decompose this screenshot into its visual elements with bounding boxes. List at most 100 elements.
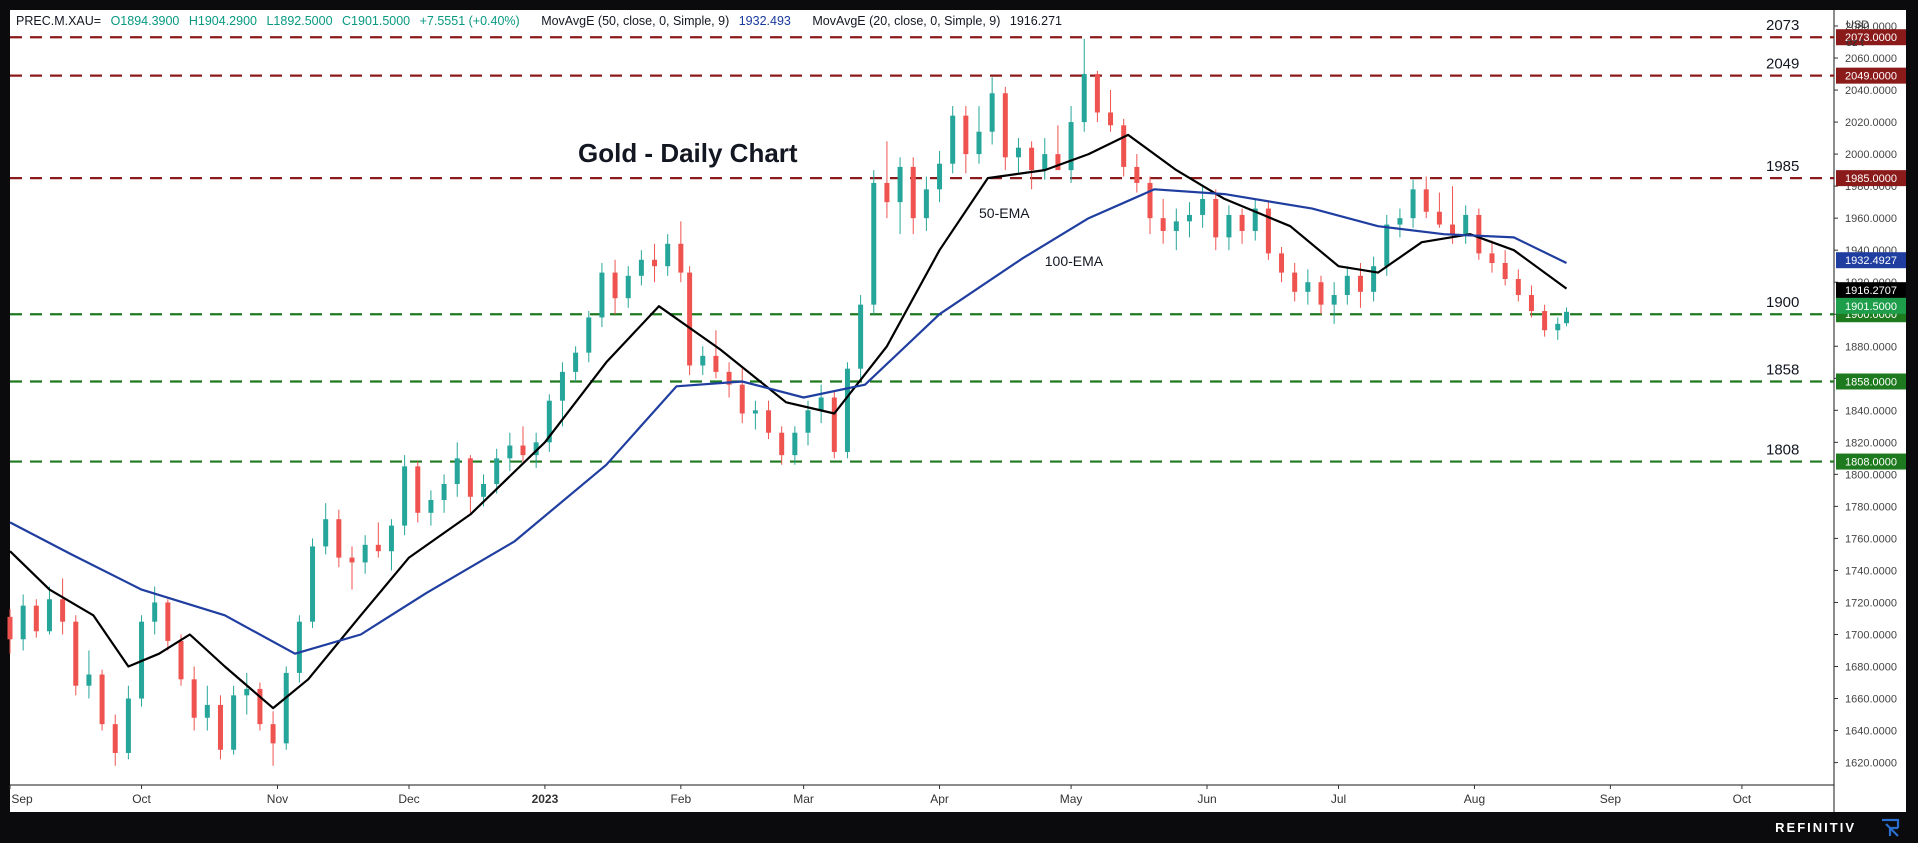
price-tags: 2073.00002049.00001985.00001900.00001858… [1836, 29, 1906, 470]
candle-body [1134, 166, 1140, 183]
candle-body [1292, 272, 1298, 292]
candle-body [99, 674, 105, 725]
candle-body [204, 704, 210, 718]
level-label-2049: 2049 [1766, 56, 1799, 73]
candle-body [858, 304, 864, 369]
candle-body [1331, 295, 1337, 305]
candle-body [481, 483, 487, 497]
candle-body [1108, 112, 1114, 126]
candle-body [375, 544, 381, 552]
candle-body [910, 166, 916, 219]
annotation-label: 100-EMA [1045, 253, 1104, 269]
candle-body [1226, 214, 1232, 238]
candle-body [950, 115, 956, 164]
candle-body [726, 371, 732, 385]
legend-symbol: PREC.M.XAU= [16, 14, 102, 28]
candle-body [963, 115, 969, 155]
x-tick-label: Apr [930, 792, 949, 806]
candle-body [1239, 214, 1245, 231]
candle-body [507, 445, 513, 459]
candle-body [1489, 253, 1495, 263]
y-tick-label: 2020.0000 [1845, 117, 1897, 129]
level-tag-bg-1858 [1836, 373, 1906, 390]
x-tick-label: Oct [132, 792, 151, 806]
candle-body [362, 544, 368, 563]
chart-legend: PREC.M.XAU= O1894.3900 H1904.2900 L1892.… [16, 14, 1068, 28]
candle-body [792, 432, 798, 456]
y-tick-label: 2000.0000 [1845, 149, 1897, 161]
y-tick-label: 1800.0000 [1845, 469, 1897, 481]
level-label-1985: 1985 [1766, 158, 1799, 175]
candle-body [665, 243, 671, 267]
legend-change: +7.5551 (+0.40%) [419, 14, 520, 28]
candle-body [1002, 93, 1008, 158]
candle-body [923, 189, 929, 219]
candle-body [270, 724, 276, 744]
y-tick-label: 1840.0000 [1845, 405, 1897, 417]
annotations: 50-EMA 100-EMA [979, 205, 1104, 269]
y-tick-label: 1880.0000 [1845, 341, 1897, 353]
chart-title: Gold - Daily Chart [578, 138, 798, 168]
candle-body [1476, 214, 1482, 254]
legend-ma50-label: MovAvgE (50, close, 0, Simple, 9) [541, 14, 730, 28]
candle-body [178, 640, 184, 680]
candle-body [191, 679, 197, 718]
candle-body [494, 458, 500, 484]
candle-body [700, 355, 706, 366]
candle-body [752, 410, 758, 414]
candle-body [388, 525, 394, 552]
candle-body [125, 698, 131, 753]
candle-body [1094, 74, 1100, 113]
level-label-1900: 1900 [1766, 294, 1799, 311]
candle-body [1397, 218, 1403, 225]
price-tag-label: 1916.2707 [1845, 285, 1897, 297]
price-tag-label: 1901.5000 [1845, 301, 1897, 313]
level-tag-bg-1808 [1836, 453, 1906, 470]
candle-body [1528, 295, 1534, 312]
y-tick-label: 1780.0000 [1845, 501, 1897, 513]
candle-body [559, 371, 565, 401]
x-tick-label: Jun [1197, 792, 1216, 806]
horizontal-levels: 2073 2049 1985 1900 1858 1808 [10, 17, 1834, 463]
candle-body [152, 602, 158, 622]
x-tick-label: Jul [1331, 792, 1346, 806]
legend-ma50-value: 1932.493 [738, 14, 791, 28]
candle-body [1423, 189, 1429, 212]
brand-logo-icon [1882, 818, 1900, 837]
price-axis-panel[interactable] [1834, 10, 1906, 812]
candle-body [520, 445, 526, 456]
y-tick-label: 1640.0000 [1845, 726, 1897, 738]
x-tick-label: 2023 [532, 792, 559, 806]
candle-body [1318, 282, 1324, 305]
candle-body [989, 93, 995, 132]
candle-body [73, 621, 79, 686]
candle-body [112, 724, 118, 753]
candle-body [1081, 74, 1087, 123]
candle-body [231, 695, 237, 750]
candle-body [586, 317, 592, 353]
candle-body [652, 259, 658, 267]
candle-body [1213, 198, 1219, 238]
y-tick-label: 1760.0000 [1845, 533, 1897, 545]
x-tick-label: Mar [793, 792, 814, 806]
plot-area[interactable] [10, 10, 1834, 812]
level-tag-1808: 1808.0000 [1845, 457, 1897, 469]
candle-body [612, 272, 618, 299]
candle-body [573, 352, 579, 372]
annotation-label: 50-EMA [979, 205, 1030, 221]
candle-body [779, 432, 785, 456]
candle-body [1055, 154, 1061, 171]
candle-body [1186, 214, 1192, 222]
x-tick-label: Feb [671, 792, 692, 806]
candle-body [323, 519, 329, 547]
price-axis-unit-sub: oz t [1846, 37, 1864, 49]
candle-body [283, 672, 289, 744]
moving-averages [9, 133, 1568, 710]
level-label-1808: 1808 [1766, 442, 1799, 459]
level-tag-bg-2073 [1836, 29, 1906, 46]
price-axis-unit: USD [1846, 19, 1869, 31]
candle-body [428, 499, 434, 513]
y-tick-label: 2040.0000 [1845, 85, 1897, 97]
